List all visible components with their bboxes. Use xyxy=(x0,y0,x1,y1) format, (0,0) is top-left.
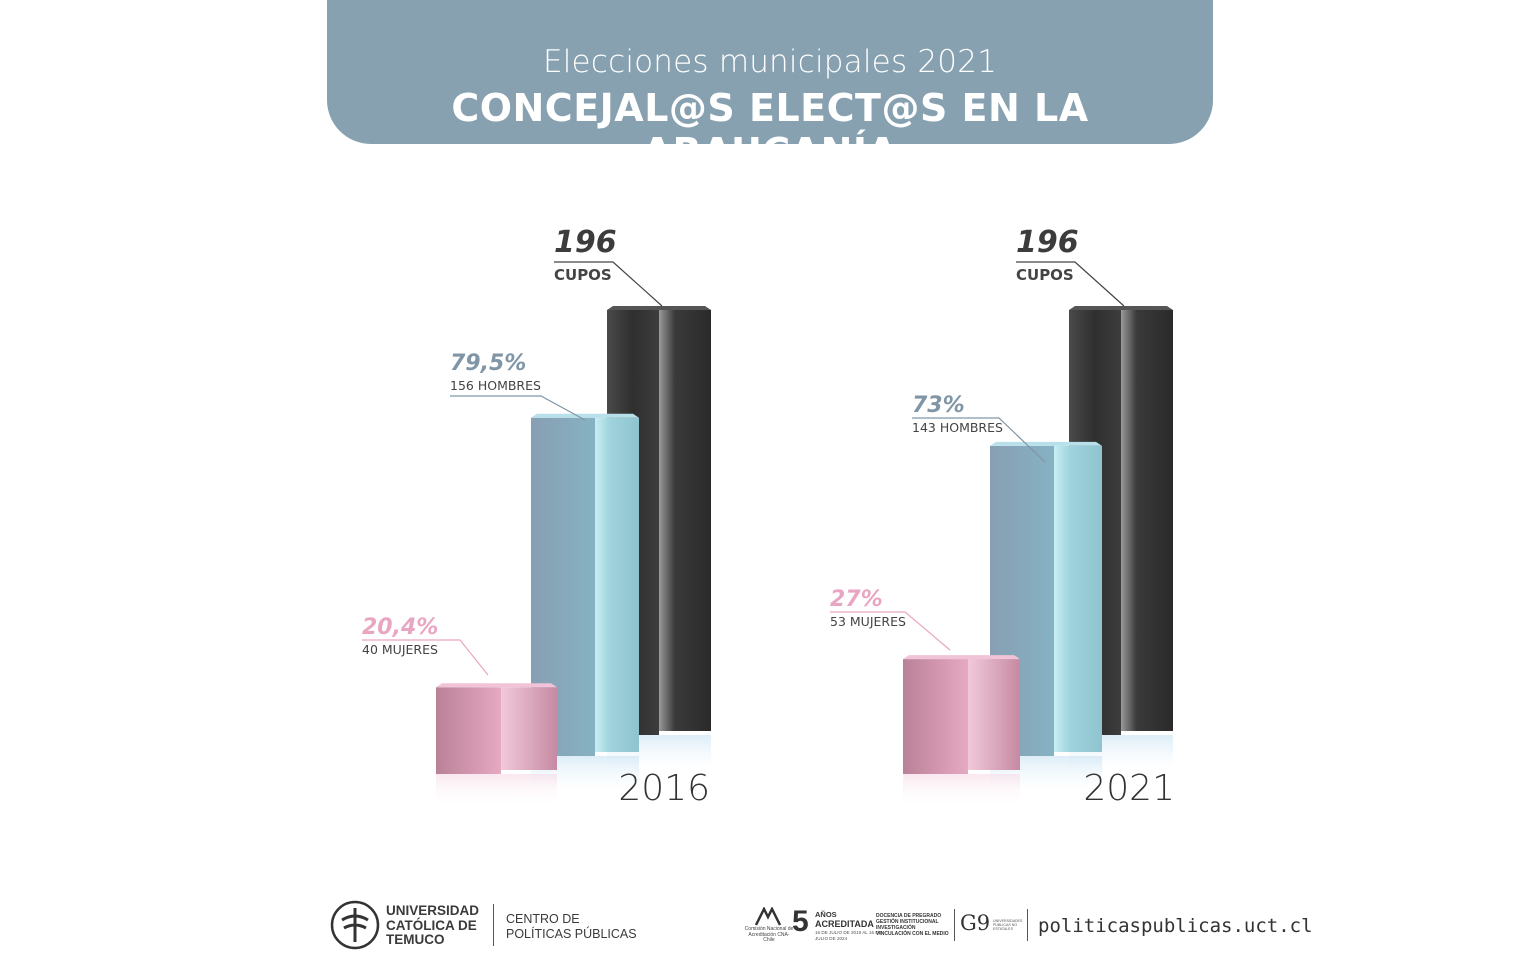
value-label-cupos: 196 xyxy=(1016,225,1079,260)
bar-side-hombres xyxy=(595,417,639,752)
leader-line-mujeres xyxy=(362,639,489,676)
bar-top-hombres xyxy=(990,441,1102,446)
value-label-mujeres: 27% xyxy=(830,587,883,612)
accreditation-years: 5 xyxy=(792,905,809,938)
value-label-hombres: 79,5% xyxy=(450,351,526,376)
count-label-hombres: 143 HOMBRES xyxy=(912,420,1003,435)
chart-group-2021: 196 CUPOS 73% 143 HOMBRES 27% 53 MUJERES 2021 xyxy=(830,225,1175,809)
footer-divider xyxy=(1027,909,1028,941)
bar-side-hombres xyxy=(1054,445,1102,752)
bar-top-cupos xyxy=(607,306,711,310)
count-label-hombres: 156 HOMBRES xyxy=(450,378,541,393)
count-label-mujeres: 53 MUJERES xyxy=(830,614,906,629)
value-label-hombres: 73% xyxy=(912,393,965,418)
year-label-2016: 2016 xyxy=(618,768,710,809)
accreditation-label: ACREDITADA xyxy=(815,919,874,929)
footer-divider xyxy=(493,904,494,946)
footer-divider xyxy=(954,909,955,941)
chart-subtitle: Elecciones municipales 2021 xyxy=(542,44,998,80)
website-link[interactable]: politicaspublicas.uct.cl xyxy=(1038,915,1313,937)
bar-top-hombres xyxy=(531,413,639,418)
bar-reflection-mujeres xyxy=(436,774,557,808)
accreditation-years-label: AÑOS xyxy=(815,910,837,919)
bar-top-mujeres xyxy=(436,683,557,688)
accreditation-dates: 16 DE JULIO DE 2019 AL 16 DE JULIO DE 20… xyxy=(815,930,882,941)
header-banner: Elecciones municipales 2021 CONCEJAL@S E… xyxy=(327,0,1213,174)
leader-line-hombres xyxy=(450,395,586,421)
chart-title: CONCEJAL@S ELECT@S EN LA ARAUCANÍA xyxy=(451,86,1089,174)
g9-subtext: UNIVERSIDADES PÚBLICAS NO ESTATALES xyxy=(993,919,1023,931)
bar-mujeres-2016 xyxy=(436,687,501,774)
bar-side-mujeres xyxy=(501,687,557,770)
bar-side-mujeres xyxy=(968,659,1020,770)
leader-line-hombres xyxy=(912,417,1046,463)
university-name: UNIVERSIDAD CATÓLICA DE TEMUCO xyxy=(386,903,480,947)
university-seal-icon xyxy=(330,900,380,950)
count-label-mujeres: 40 MUJERES xyxy=(362,642,438,657)
cna-text: Comisión Nacional de Acreditación CNA-Ch… xyxy=(744,926,794,943)
accreditation-areas: DOCENCIA DE PREGRADO GESTIÓN INSTITUCION… xyxy=(876,913,949,937)
year-label-2021: 2021 xyxy=(1083,768,1175,809)
footer-right: Comisión Nacional de Acreditación CNA-Ch… xyxy=(744,905,1313,955)
bar-reflection-mujeres xyxy=(903,774,1020,808)
centro-name: CENTRO DE POLÍTICAS PÚBLICAS xyxy=(506,912,637,941)
bar-top-cupos xyxy=(1069,306,1173,310)
g9-logo: G9 xyxy=(960,911,991,935)
value-label-mujeres: 20,4% xyxy=(362,615,438,640)
bar-mujeres-2021 xyxy=(903,659,968,774)
count-label-cupos: CUPOS xyxy=(554,266,612,284)
leader-line-mujeres xyxy=(830,611,951,651)
value-label-cupos: 196 xyxy=(554,225,617,260)
cna-logo-icon xyxy=(754,907,782,926)
bar-top-mujeres xyxy=(903,655,1020,660)
bar-side-cupos xyxy=(1121,310,1173,731)
leader-line-cupos xyxy=(1016,261,1125,307)
bar-side-cupos xyxy=(659,310,711,731)
leader-line-cupos xyxy=(554,261,663,307)
chart-group-2016: 196 CUPOS 79,5% 156 HOMBRES 20,4% 40 MUJERES 2… xyxy=(362,225,711,809)
count-label-cupos: CUPOS xyxy=(1016,266,1074,284)
